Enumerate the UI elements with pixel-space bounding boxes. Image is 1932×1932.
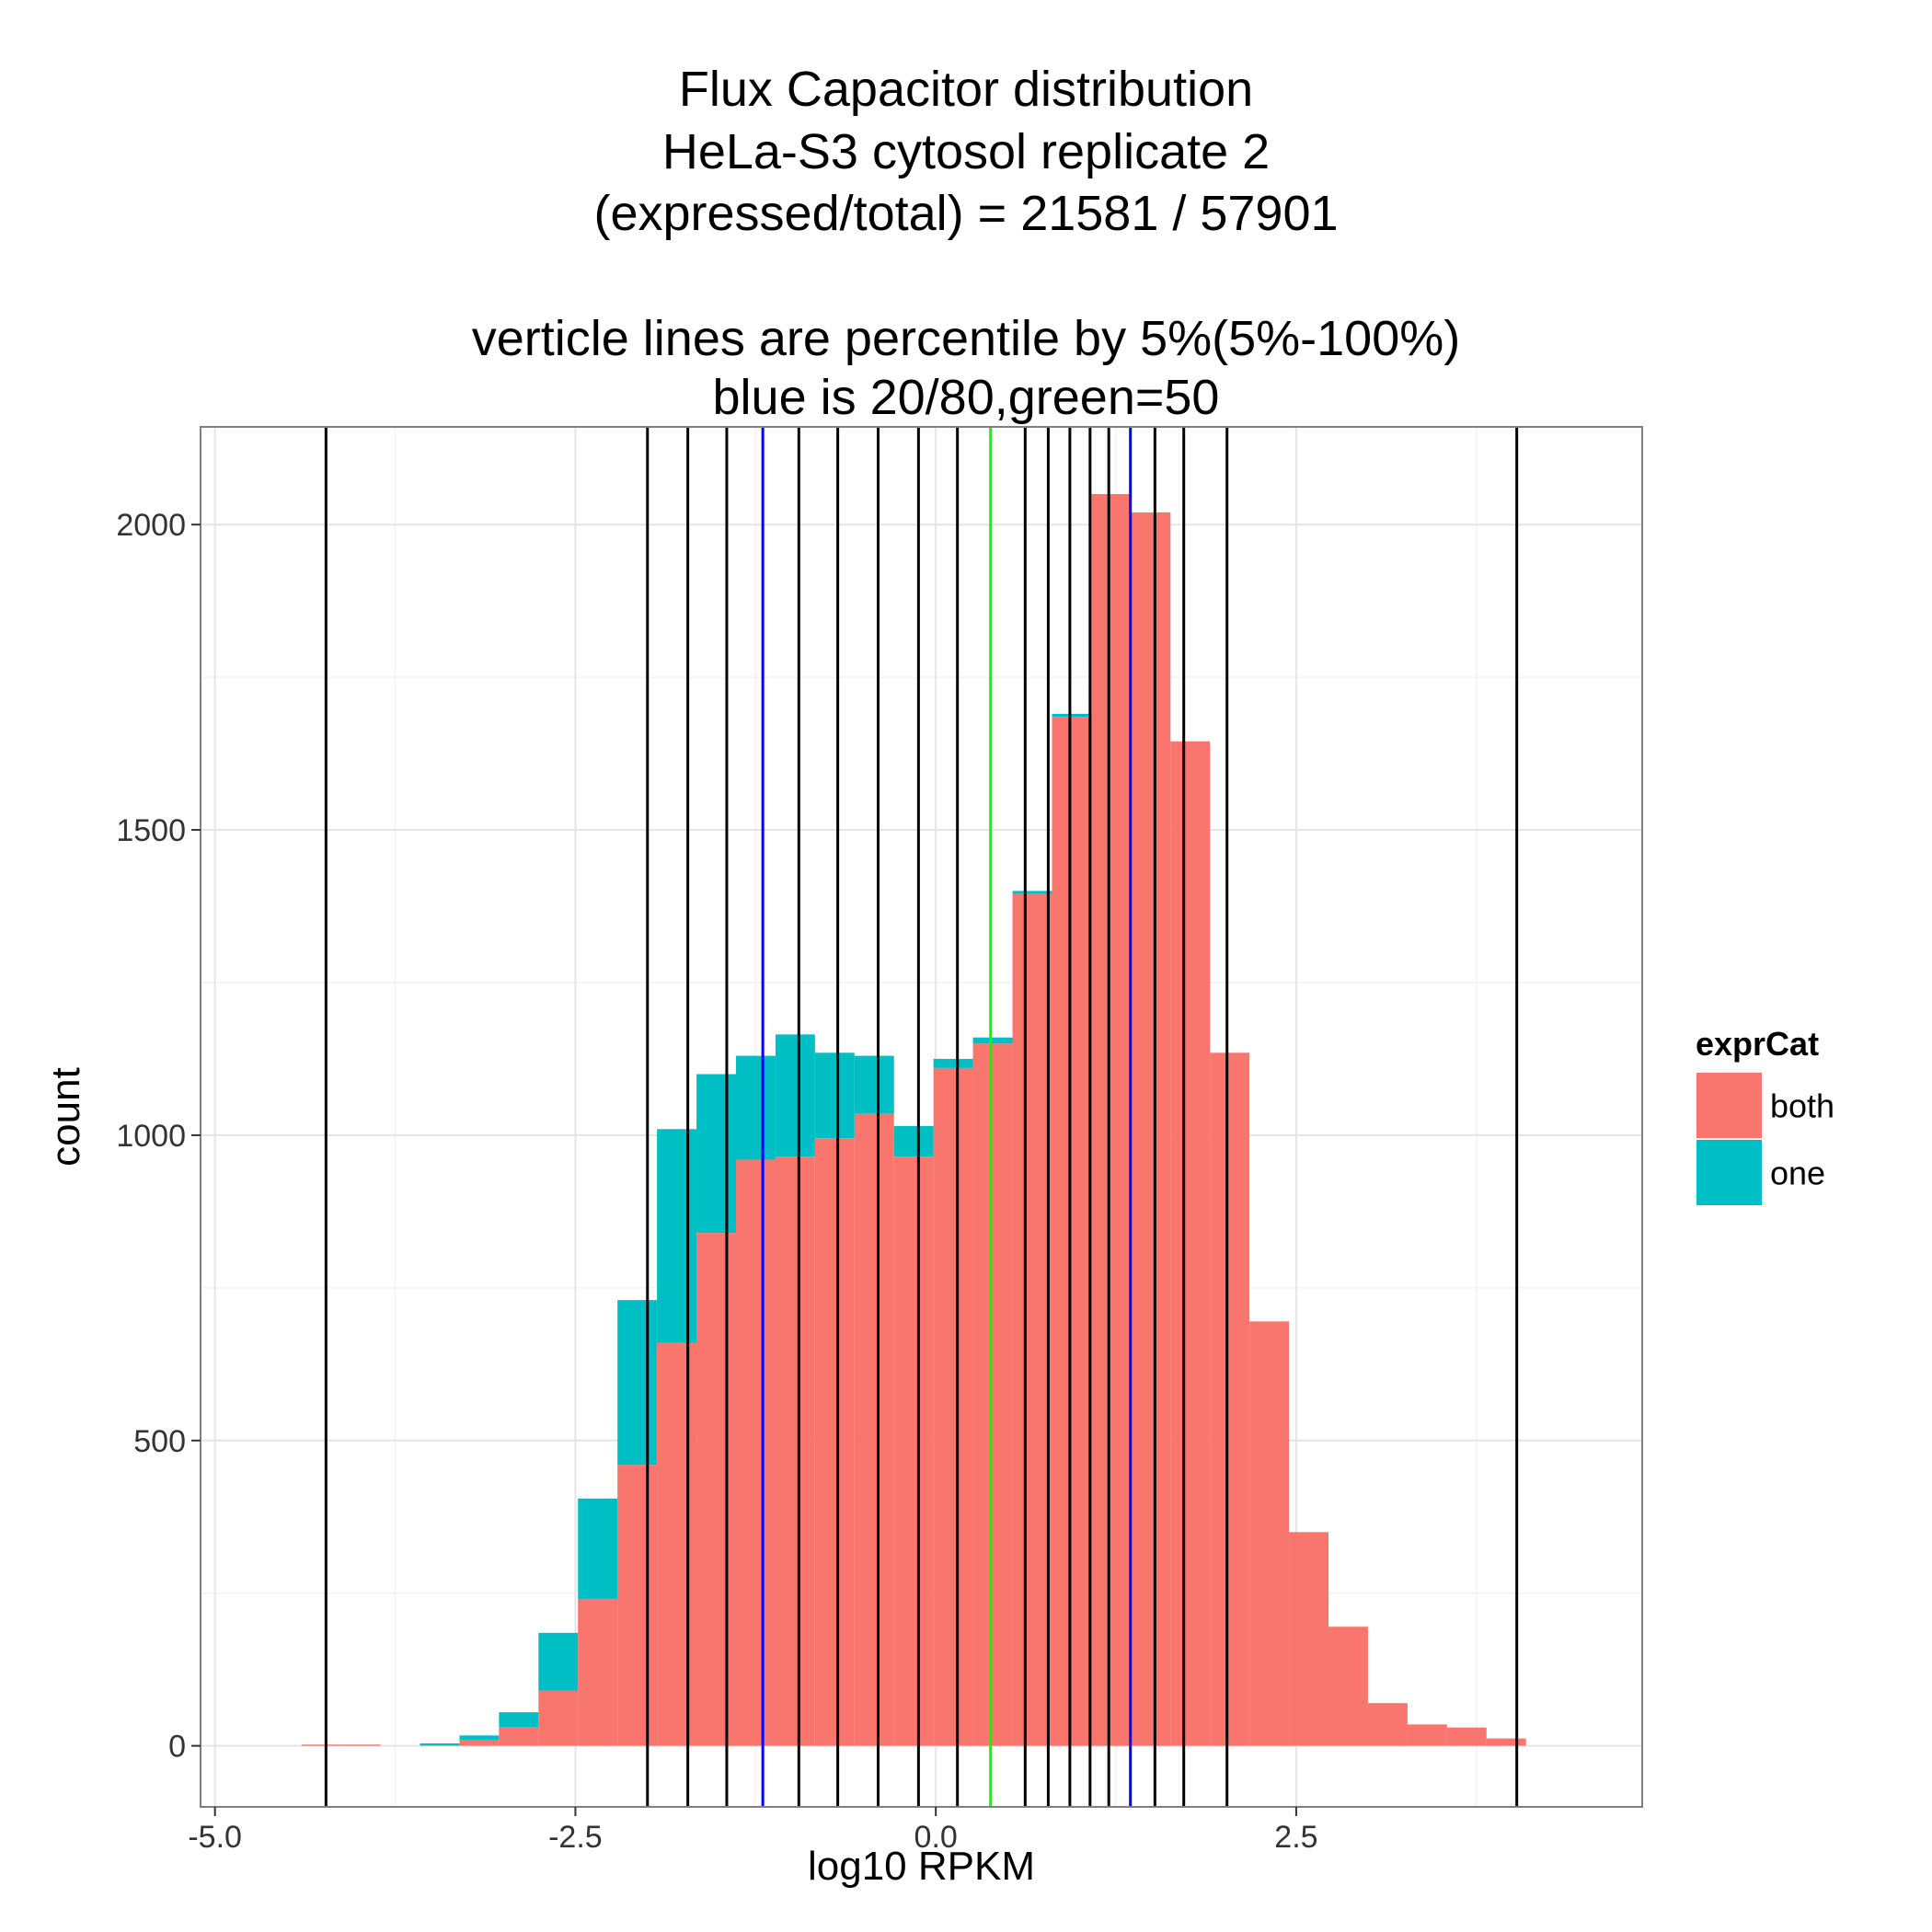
y-tick-label: 1000	[116, 1119, 186, 1154]
axes: -5.0 -2.5 0.0 2.5 0 500 1000 1500 2000	[116, 508, 1317, 1855]
bar-both	[617, 1465, 658, 1746]
bar-both	[735, 1159, 776, 1746]
title-line: HeLa-S3 cytosol replicate 2	[662, 124, 1270, 179]
bar-one	[814, 1052, 855, 1139]
y-tick-label: 500	[133, 1424, 186, 1459]
bar-both	[340, 1744, 381, 1746]
bar-both	[1367, 1703, 1408, 1746]
bar-one	[735, 1055, 776, 1160]
bar-both	[814, 1138, 855, 1746]
title-line: verticle lines are percentile by 5%(5%-1…	[472, 311, 1461, 366]
bar-both	[1249, 1321, 1290, 1746]
bar-one	[933, 1058, 973, 1068]
bar-both	[301, 1744, 341, 1746]
legend: exprCat both one	[1695, 1025, 1834, 1207]
bar-both	[1328, 1627, 1368, 1746]
percentile-lines	[324, 427, 1519, 1807]
bar-both	[1012, 893, 1052, 1746]
title-line: (expressed/total) = 21581 / 57901	[593, 186, 1338, 241]
bar-both	[578, 1599, 618, 1746]
y-tick-label: 2000	[116, 508, 186, 543]
bar-both	[420, 1744, 460, 1746]
x-tick-label: 2.5	[1274, 1820, 1317, 1855]
x-tick-label: -5.0	[188, 1820, 242, 1855]
bar-one	[459, 1735, 500, 1740]
bar-both	[657, 1342, 697, 1746]
bar-both	[893, 1156, 934, 1746]
bar-one	[499, 1712, 539, 1728]
y-tick-label: 1500	[116, 813, 186, 848]
bar-both	[1289, 1532, 1329, 1746]
bar-both	[499, 1727, 539, 1746]
bar-both	[1052, 717, 1092, 1746]
bar-one	[578, 1498, 618, 1600]
x-tick-label: -2.5	[548, 1820, 603, 1855]
bar-both	[1131, 512, 1171, 1746]
bar-both	[538, 1690, 579, 1746]
bar-both	[1091, 494, 1132, 1746]
title-line: Flux Capacitor distribution	[679, 62, 1253, 117]
y-tick-label: 0	[168, 1730, 186, 1765]
bar-both	[1446, 1727, 1487, 1746]
bar-one	[1012, 891, 1052, 894]
bar-both	[459, 1739, 500, 1746]
bar-one	[854, 1055, 894, 1114]
plot-panel-border	[200, 426, 1643, 1808]
x-axis-title: log10 RPKM	[808, 1844, 1035, 1889]
bar-one	[775, 1034, 815, 1157]
bar-one	[538, 1632, 579, 1691]
legend-label-both: both	[1770, 1087, 1834, 1125]
bar-both	[1170, 741, 1211, 1746]
bar-one	[972, 1037, 1013, 1044]
bar-one	[420, 1742, 460, 1745]
legend-key-one	[1696, 1140, 1762, 1205]
bar-both	[854, 1113, 894, 1746]
y-axis-title: count	[43, 1067, 88, 1167]
bar-one	[1052, 713, 1092, 718]
bar-both	[775, 1156, 815, 1746]
legend-title: exprCat	[1696, 1025, 1819, 1063]
bar-one	[696, 1074, 736, 1234]
bar-one	[617, 1300, 658, 1466]
bar-both	[1407, 1724, 1447, 1746]
legend-label-one: one	[1770, 1155, 1825, 1192]
bar-both	[1210, 1052, 1250, 1746]
title-line: blue is 20/80,green=50	[713, 370, 1220, 425]
histogram-bars	[301, 494, 1526, 1746]
legend-key-both	[1696, 1073, 1762, 1138]
bar-one	[893, 1125, 934, 1157]
bar-both	[696, 1233, 736, 1746]
bar-both	[1486, 1738, 1526, 1746]
chart-title: Flux Capacitor distribution HeLa-S3 cytos…	[472, 62, 1461, 425]
bar-both	[933, 1067, 973, 1746]
bar-one	[657, 1129, 697, 1343]
bar-both	[972, 1043, 1013, 1746]
x-tick-label: 0.0	[914, 1820, 958, 1855]
